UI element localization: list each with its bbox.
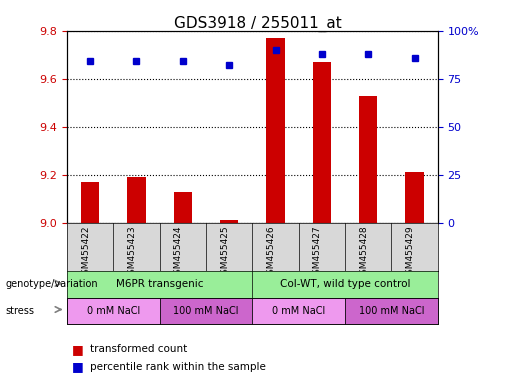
Text: GDS3918 / 255011_at: GDS3918 / 255011_at (174, 15, 341, 31)
Text: 100 mM NaCl: 100 mM NaCl (173, 306, 239, 316)
Text: ■: ■ (72, 360, 84, 373)
Text: 0 mM NaCl: 0 mM NaCl (87, 306, 140, 316)
Text: GSM455426: GSM455426 (267, 225, 276, 280)
Text: 100 mM NaCl: 100 mM NaCl (358, 306, 424, 316)
Bar (313, 62, 331, 223)
Text: stress: stress (5, 306, 34, 316)
Text: GSM455424: GSM455424 (174, 225, 183, 280)
Text: GSM455427: GSM455427 (313, 225, 322, 280)
Text: transformed count: transformed count (90, 344, 187, 354)
Bar (81, 182, 99, 223)
Text: Col-WT, wild type control: Col-WT, wild type control (280, 279, 410, 289)
Bar (266, 38, 285, 223)
FancyBboxPatch shape (252, 298, 345, 324)
FancyBboxPatch shape (160, 298, 252, 324)
Text: M6PR transgenic: M6PR transgenic (116, 279, 203, 289)
Text: GSM455425: GSM455425 (220, 225, 229, 280)
Bar (405, 172, 424, 223)
Bar (359, 96, 377, 223)
Text: GSM455423: GSM455423 (128, 225, 136, 280)
Text: GSM455429: GSM455429 (406, 225, 415, 280)
Text: 0 mM NaCl: 0 mM NaCl (272, 306, 325, 316)
Text: genotype/variation: genotype/variation (5, 279, 98, 289)
Bar (127, 177, 146, 223)
Bar (174, 192, 192, 223)
Text: ■: ■ (72, 343, 84, 356)
Text: percentile rank within the sample: percentile rank within the sample (90, 362, 266, 372)
Text: GSM455422: GSM455422 (81, 225, 90, 280)
Text: GSM455428: GSM455428 (359, 225, 368, 280)
Bar (220, 220, 238, 223)
FancyBboxPatch shape (67, 298, 160, 324)
FancyBboxPatch shape (345, 298, 438, 324)
